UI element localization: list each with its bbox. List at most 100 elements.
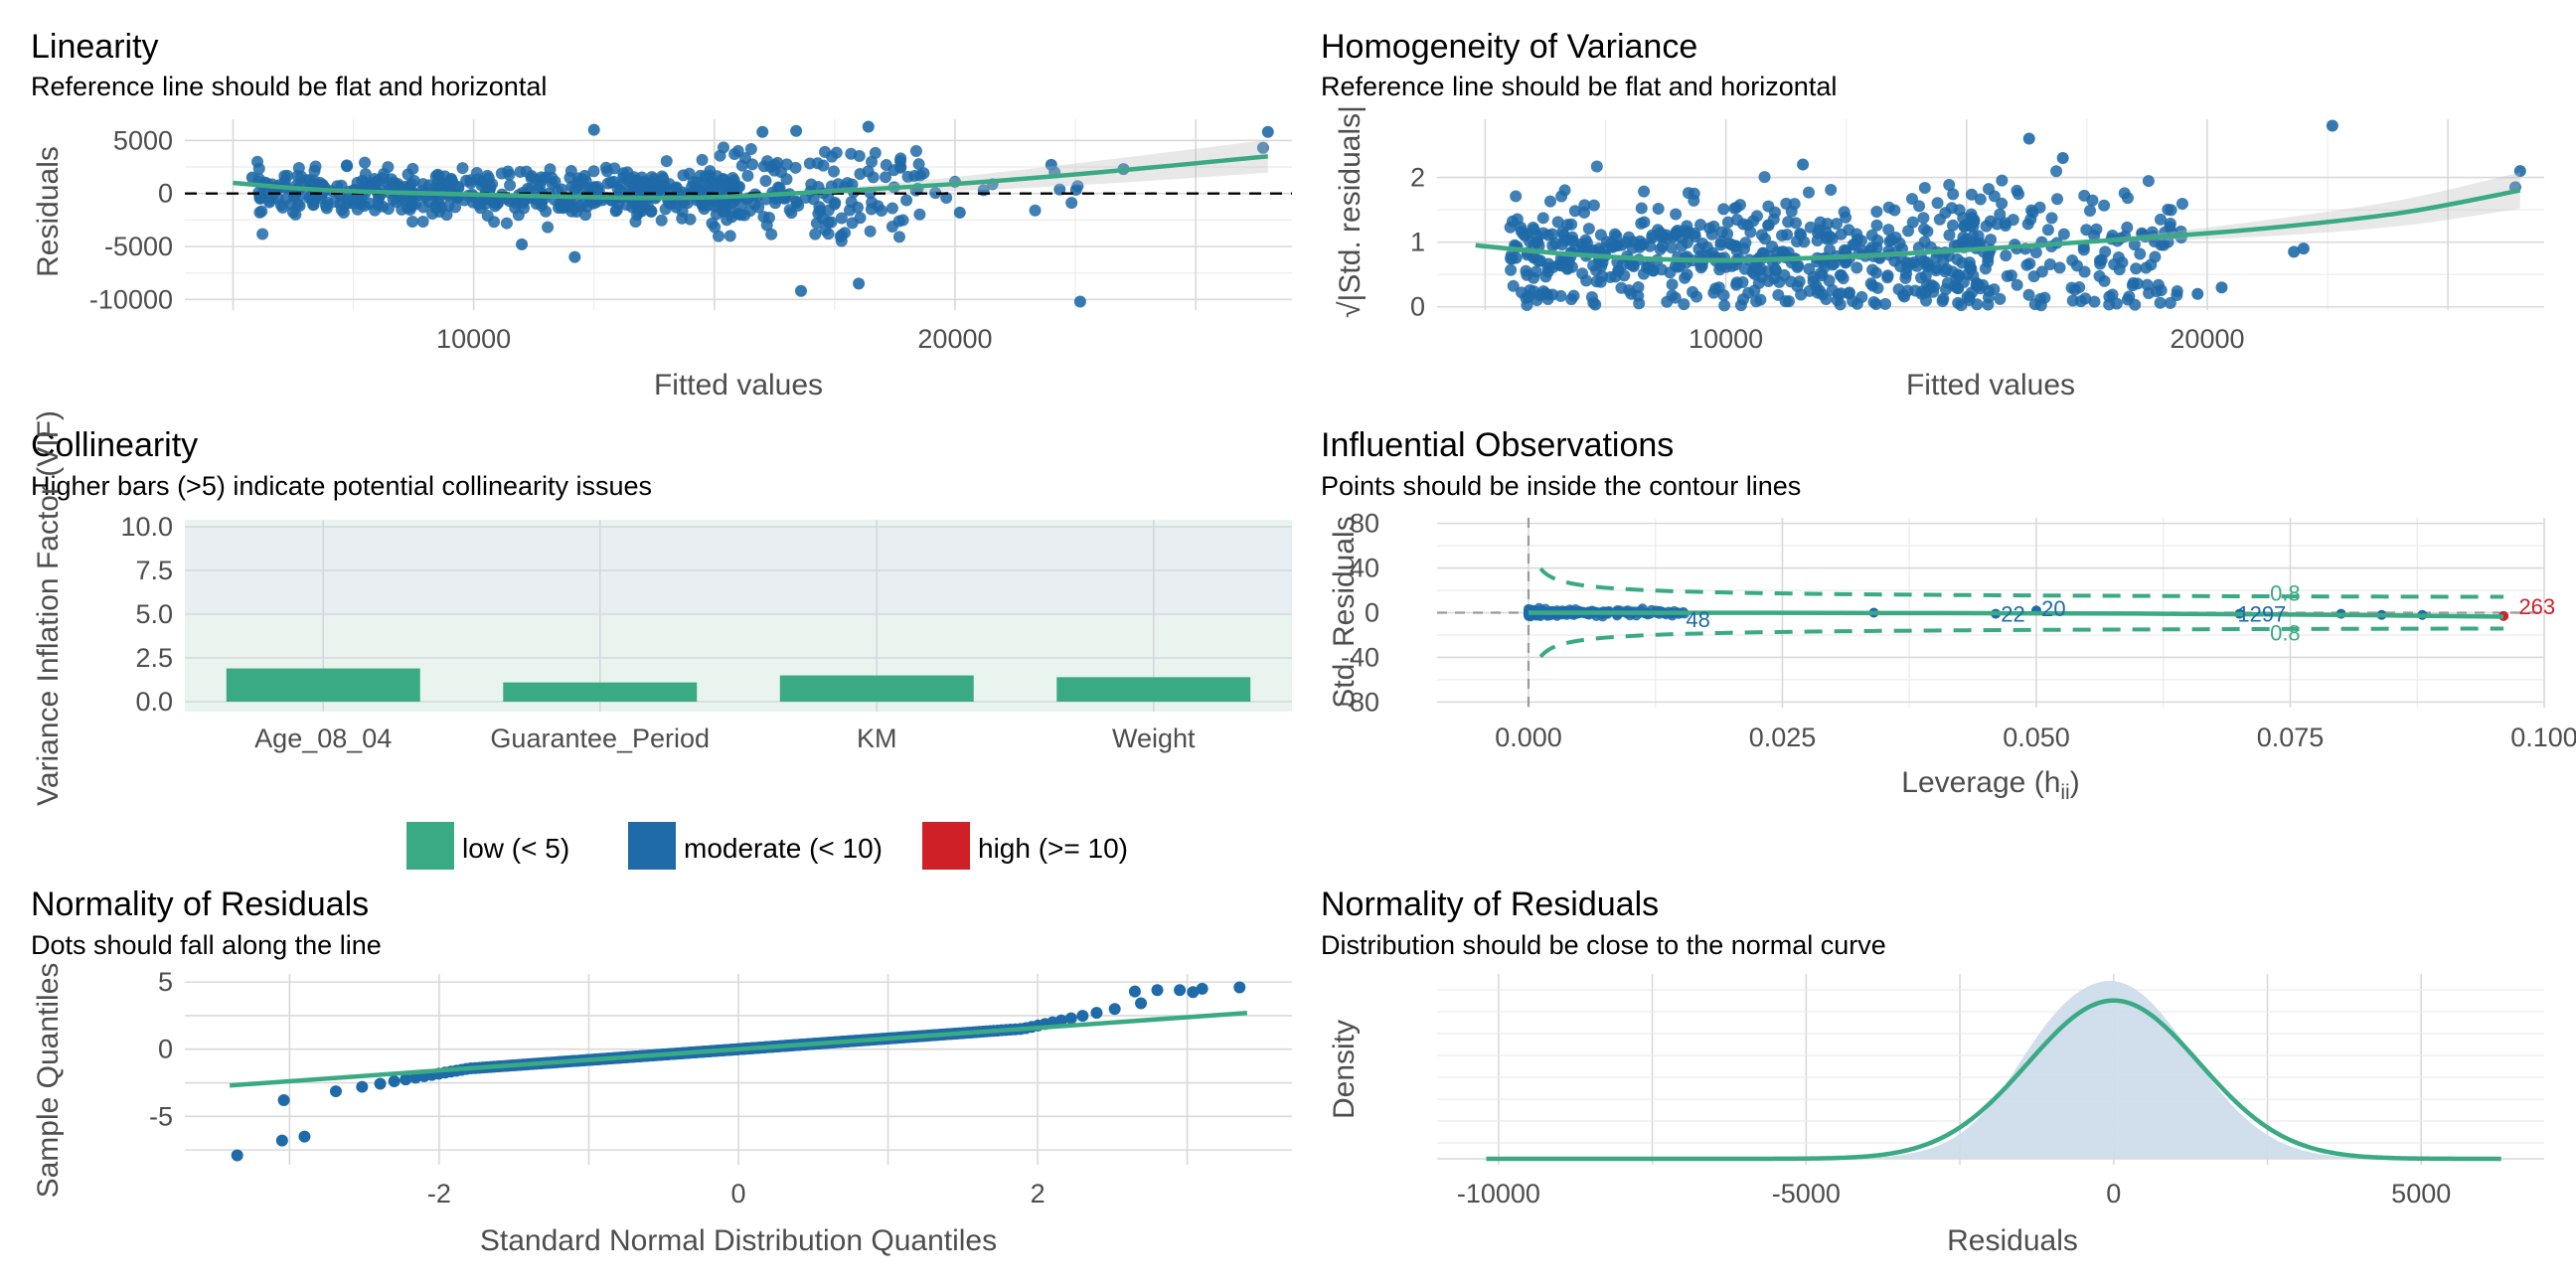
data-point <box>1576 267 1589 280</box>
data-point <box>2095 253 2108 266</box>
data-point <box>1108 1003 1121 1016</box>
data-point <box>1802 186 1815 199</box>
data-point <box>2175 198 2188 211</box>
data-point <box>340 198 353 211</box>
data-point <box>741 169 754 182</box>
data-point <box>1674 259 1687 272</box>
data-point <box>2088 295 2101 308</box>
data-point <box>536 174 549 187</box>
y-tick-label: 40 <box>1350 554 1379 583</box>
data-point <box>1652 202 1665 215</box>
data-point <box>1587 199 1600 212</box>
point-label: 48 <box>1686 607 1709 632</box>
x-tick-label: 20000 <box>2170 324 2244 354</box>
data-point <box>2053 261 2066 274</box>
data-point <box>1921 278 1934 291</box>
data-point <box>1974 193 1987 206</box>
data-point <box>872 200 885 213</box>
data-point <box>789 161 802 174</box>
density-curve <box>1486 998 2501 1162</box>
data-point <box>1982 298 1995 311</box>
data-point <box>1506 252 1519 265</box>
qq-grid <box>185 974 1292 1165</box>
data-point <box>1706 246 1719 259</box>
data-point <box>728 147 741 160</box>
data-point <box>382 161 395 174</box>
data-point <box>542 221 555 234</box>
data-point <box>811 157 824 170</box>
confidence-band <box>233 139 1268 201</box>
data-point <box>2143 287 2156 300</box>
data-point <box>611 182 624 195</box>
data-point <box>2128 239 2141 251</box>
data-point <box>1885 234 1898 246</box>
data-point <box>1758 171 1771 184</box>
data-point <box>298 1130 311 1143</box>
data-point <box>1902 225 1915 238</box>
data-point <box>1937 292 1950 305</box>
normal-curve <box>1486 998 2501 1162</box>
data-point <box>544 163 557 176</box>
data-point <box>724 230 736 242</box>
data-point <box>564 171 576 184</box>
data-point <box>572 179 585 192</box>
data-point <box>896 214 909 227</box>
qq-xlabel: Standard Normal Distribution Quantiles <box>480 1224 997 1257</box>
data-point <box>1670 208 1683 221</box>
x-tick-label: Weight <box>1112 724 1196 753</box>
influential-title: Influential Observations <box>1321 426 1674 464</box>
data-point <box>1931 197 1944 210</box>
data-point <box>1638 185 1651 198</box>
data-point <box>1595 260 1608 273</box>
homogeneity-subtitle: Reference line should be flat and horizo… <box>1321 72 1837 101</box>
data-point <box>514 165 527 178</box>
data-point <box>812 207 825 220</box>
data-point <box>1045 158 1057 171</box>
data-point <box>1943 229 1956 242</box>
data-point <box>1807 270 1820 283</box>
data-point <box>1984 234 1997 246</box>
data-point <box>2149 250 2162 263</box>
data-point <box>785 207 798 220</box>
data-point <box>456 162 469 175</box>
data-point <box>1714 236 1727 248</box>
data-point <box>713 230 725 242</box>
data-point <box>1961 290 1974 303</box>
data-point <box>1681 227 1693 240</box>
data-point <box>1789 217 1802 230</box>
data-point <box>696 153 709 166</box>
density-ticks: -10000 -5000 0 5000 <box>1457 1179 2451 1208</box>
data-point <box>1565 231 1578 243</box>
legend-label: moderate (< 10) <box>684 833 883 864</box>
data-point <box>880 171 892 184</box>
homogeneity-ylabel: √|Std. residuals| <box>1334 105 1367 318</box>
data-point <box>1533 289 1546 302</box>
data-point <box>1840 255 1852 268</box>
data-point <box>1549 238 1562 250</box>
data-point <box>231 1149 243 1162</box>
y-tick-label: 2 <box>1410 163 1425 193</box>
data-point <box>1950 272 1963 285</box>
data-point <box>1821 233 1834 245</box>
linearity-subtitle: Reference line should be flat and horizo… <box>31 72 547 101</box>
data-point <box>1128 985 1141 998</box>
point-label: 263 <box>2518 594 2555 619</box>
data-point <box>1849 238 1861 250</box>
vif-bar <box>1056 677 1251 702</box>
data-point <box>612 197 625 210</box>
data-point <box>1721 228 1734 241</box>
data-point <box>1840 211 1852 224</box>
data-point <box>1921 256 1934 269</box>
data-point <box>759 175 772 188</box>
x-tick-label: 0 <box>730 1179 745 1208</box>
data-point <box>1951 252 1964 265</box>
homogeneity-points <box>1504 119 2526 312</box>
collinearity-ticks: Age_08_04 Guarantee_Period KM Weight 10.0 7.5… <box>120 512 1196 753</box>
data-point <box>1520 264 1532 277</box>
data-point <box>822 191 835 204</box>
data-point <box>1616 258 1629 271</box>
data-point <box>819 224 832 237</box>
linearity-smooth <box>185 139 1292 201</box>
data-point <box>356 1080 369 1093</box>
x-tick-label: KM <box>857 724 897 753</box>
